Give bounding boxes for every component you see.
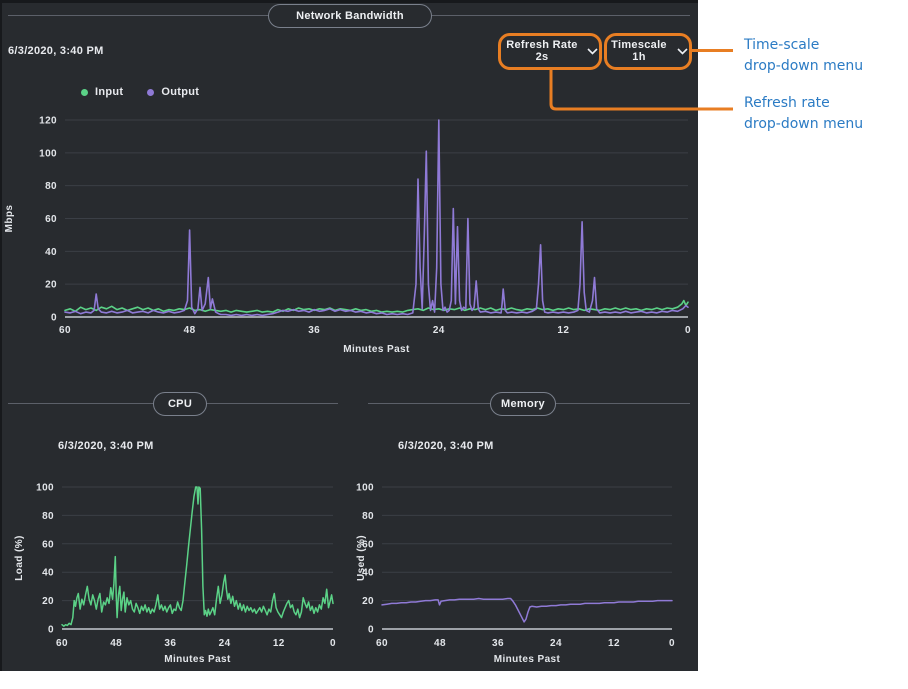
svg-text:Minutes Past: Minutes Past: [343, 344, 410, 355]
chevron-down-icon: [587, 47, 598, 55]
svg-text:12: 12: [557, 325, 569, 336]
svg-text:Load (%): Load (%): [14, 535, 25, 580]
cpu-timestamp: 6/3/2020, 3:40 PM: [58, 440, 154, 452]
svg-text:80: 80: [45, 181, 57, 192]
svg-text:60: 60: [59, 325, 71, 336]
timescale-dropdown[interactable]: Timescale 1h: [608, 39, 688, 63]
svg-text:0: 0: [368, 625, 374, 636]
svg-text:60: 60: [362, 539, 374, 550]
svg-text:12: 12: [273, 638, 285, 649]
svg-text:100: 100: [356, 483, 374, 494]
refresh-rate-dropdown[interactable]: Refresh Rate 2s: [504, 39, 598, 63]
refresh-rate-annotation-line2: drop-down menu: [744, 116, 864, 132]
svg-text:36: 36: [164, 638, 176, 649]
legend-input-label: Input: [95, 86, 124, 98]
refresh-rate-annotation: Refresh rate drop-down menu: [744, 93, 908, 135]
svg-text:20: 20: [42, 596, 54, 607]
refresh-rate-annotation-line1: Refresh rate: [744, 95, 830, 111]
svg-text:40: 40: [362, 568, 374, 579]
network-timestamp: 6/3/2020, 3:40 PM: [8, 45, 104, 57]
svg-text:Minutes Past: Minutes Past: [494, 654, 561, 665]
svg-text:120: 120: [39, 116, 57, 127]
svg-text:0: 0: [330, 638, 336, 649]
svg-text:40: 40: [42, 568, 54, 579]
cpu-load-chart: 0 20 40 60 80 100 60 48 36 24 12 0 Minutes Past Load …: [14, 483, 336, 666]
memory-used-chart: 0 20 40 60 80 100 60 48 36 24 12 0 Minutes Past Used …: [356, 483, 675, 666]
svg-text:60: 60: [56, 638, 68, 649]
svg-text:Minutes Past: Minutes Past: [164, 654, 231, 665]
memory-title: Memory: [490, 392, 556, 416]
timescale-annotation-line1: Time-scale: [744, 37, 820, 53]
panel-left-edge: [0, 0, 2, 671]
memory-timestamp: 6/3/2020, 3:40 PM: [398, 440, 494, 452]
refresh-rate-dropdown-label: Refresh Rate 2s: [506, 39, 578, 63]
svg-text:0: 0: [48, 625, 54, 636]
svg-text:100: 100: [39, 148, 57, 159]
svg-text:40: 40: [45, 247, 57, 258]
svg-text:Mbps: Mbps: [4, 205, 15, 233]
network-bandwidth-title-label: Network Bandwidth: [296, 10, 404, 22]
chevron-down-icon: [677, 47, 688, 55]
timescale-dropdown-label: Timescale 1h: [611, 39, 667, 63]
timescale-annotation-line2: drop-down menu: [744, 58, 864, 74]
cpu-title-label: CPU: [167, 398, 193, 410]
output-series-dot: [147, 88, 155, 96]
panel-top-edge: [0, 0, 698, 3]
svg-text:0: 0: [685, 325, 691, 336]
svg-text:60: 60: [45, 214, 57, 225]
svg-text:Used (%): Used (%): [356, 535, 367, 581]
legend-item-input[interactable]: Input: [81, 86, 123, 98]
svg-text:0: 0: [51, 313, 57, 324]
svg-text:24: 24: [550, 638, 562, 649]
svg-text:60: 60: [42, 539, 54, 550]
legend-item-output[interactable]: Output: [147, 86, 199, 98]
input-series-dot: [81, 88, 88, 96]
memory-title-label: Memory: [501, 398, 545, 410]
legend-output-label: Output: [161, 86, 200, 98]
cpu-title: CPU: [153, 392, 207, 416]
svg-text:24: 24: [433, 325, 445, 336]
svg-text:36: 36: [492, 638, 504, 649]
svg-text:48: 48: [434, 638, 446, 649]
svg-text:36: 36: [308, 325, 320, 336]
network-bandwidth-title: Network Bandwidth: [268, 4, 432, 28]
svg-text:0: 0: [669, 638, 675, 649]
svg-text:80: 80: [42, 511, 54, 522]
svg-text:12: 12: [608, 638, 620, 649]
network-legend: Input Output: [81, 86, 199, 98]
svg-text:48: 48: [184, 325, 196, 336]
svg-text:24: 24: [219, 638, 231, 649]
monitor-panel: Network Bandwidth 6/3/2020, 3:40 PM Refr…: [0, 0, 698, 671]
svg-text:20: 20: [362, 596, 374, 607]
svg-text:80: 80: [362, 511, 374, 522]
svg-text:20: 20: [45, 280, 57, 291]
timescale-annotation: Time-scale drop-down menu: [744, 35, 908, 77]
svg-text:60: 60: [376, 638, 388, 649]
svg-text:100: 100: [36, 483, 54, 494]
svg-text:48: 48: [110, 638, 122, 649]
